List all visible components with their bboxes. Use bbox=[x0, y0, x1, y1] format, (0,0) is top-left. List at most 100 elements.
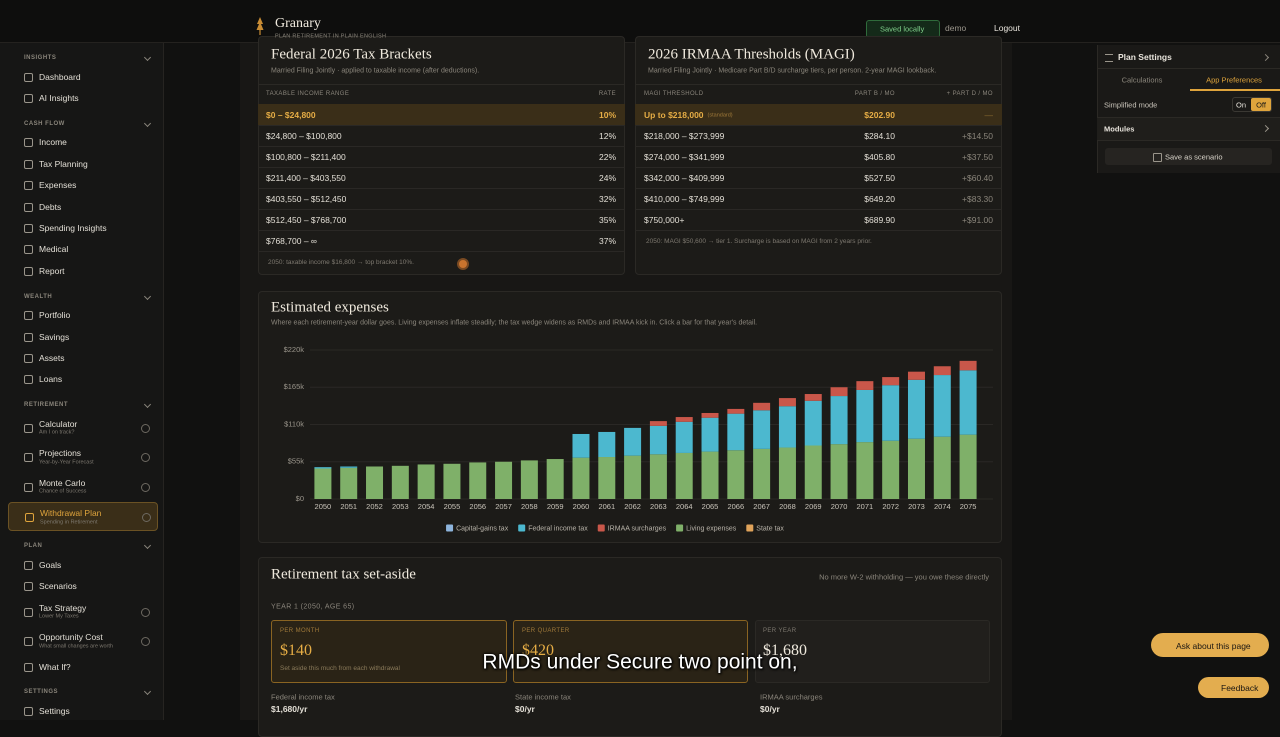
nav-icon bbox=[24, 266, 33, 276]
nav-label[interactable]: Medical bbox=[39, 244, 69, 255]
nav-label[interactable]: Income bbox=[39, 137, 67, 148]
section-title: CASH FLOW bbox=[24, 120, 65, 127]
nav-item[interactable]: Dashboard bbox=[8, 66, 158, 87]
logout[interactable]: Logout bbox=[994, 22, 1020, 33]
tagline: PLAN RETIREMENT IN PLAIN ENGLISH bbox=[275, 33, 387, 40]
nav-label[interactable]: Tax Planning bbox=[39, 158, 88, 169]
year-card bbox=[755, 620, 990, 683]
ask-button[interactable] bbox=[1151, 633, 1269, 657]
row-divider bbox=[635, 208, 1002, 210]
nav-item[interactable]: Debts bbox=[8, 196, 158, 217]
bar-segment bbox=[856, 389, 874, 443]
nav-item[interactable]: Portfolio bbox=[8, 305, 158, 326]
nav-label[interactable]: Goals bbox=[39, 559, 62, 570]
nav-label[interactable]: What If? bbox=[39, 661, 71, 672]
bar-segment bbox=[804, 445, 822, 499]
nav-item[interactable]: Scenarios bbox=[8, 576, 158, 597]
bar-segment bbox=[753, 402, 771, 411]
bar-segment bbox=[701, 417, 719, 452]
nav-label[interactable]: Debts bbox=[39, 201, 62, 212]
nav-item[interactable]: What If? bbox=[8, 656, 158, 677]
legend-swatch bbox=[676, 524, 684, 532]
part-d: +$14.50 bbox=[962, 130, 993, 141]
magi-threshold: $342,000 – $409,999 bbox=[644, 172, 725, 183]
feedback-button[interactable] bbox=[1198, 677, 1269, 698]
amount: $420 bbox=[522, 642, 554, 659]
nav-label[interactable]: Dashboard bbox=[39, 71, 81, 82]
magi-threshold: $750,000+ bbox=[644, 214, 685, 225]
bar-segment bbox=[907, 438, 925, 499]
tax-label: State income tax bbox=[515, 692, 571, 702]
toggle-off-label[interactable]: Off bbox=[1256, 100, 1266, 110]
bar-segment bbox=[753, 448, 771, 499]
nav-label[interactable]: Projections bbox=[39, 448, 82, 459]
amount: $1,680 bbox=[763, 642, 807, 659]
nav-item[interactable]: Settings bbox=[8, 700, 158, 721]
nav-item[interactable]: Report bbox=[8, 260, 158, 281]
nav-label[interactable]: Assets bbox=[39, 352, 65, 363]
nav-label[interactable]: Withdrawal Plan bbox=[40, 508, 102, 519]
nav-label[interactable]: Settings bbox=[39, 705, 70, 716]
nav-item[interactable]: Tax Strategy Lower My Taxes bbox=[8, 597, 158, 627]
toggle-on[interactable]: On bbox=[1235, 100, 1247, 110]
nav-item[interactable]: Monte Carlo Chance of Success bbox=[8, 472, 158, 502]
expenses-card: $0 $55k $110k $165k $220k 2050 2051 2052 2053 205… bbox=[258, 291, 1002, 543]
bar-segment bbox=[598, 457, 616, 499]
section-title: SETTINGS bbox=[24, 689, 59, 696]
nav-item[interactable]: Withdrawal Plan Spending in Retirement bbox=[8, 501, 158, 532]
nav-label[interactable]: Report bbox=[39, 265, 65, 276]
nav-item[interactable]: Loans bbox=[8, 369, 158, 390]
nav-item[interactable]: Spending Insights bbox=[8, 217, 158, 238]
nav-item[interactable]: Opportunity Cost What small changes are w… bbox=[8, 627, 158, 657]
nav-item[interactable]: Goals bbox=[8, 554, 158, 575]
bar-segment bbox=[727, 450, 745, 499]
toggle-off[interactable] bbox=[1251, 98, 1271, 111]
bracket-rate: 35% bbox=[598, 214, 616, 225]
nav-item[interactable]: Tax Planning bbox=[8, 153, 158, 174]
bar-segment bbox=[417, 464, 435, 499]
chevron bbox=[143, 401, 152, 409]
tab[interactable]: Calculations bbox=[1121, 75, 1163, 85]
toggle[interactable] bbox=[1232, 97, 1272, 112]
nav-label[interactable]: Spending Insights bbox=[39, 222, 107, 233]
nav-label[interactable]: Portfolio bbox=[39, 310, 71, 321]
save-button[interactable] bbox=[1105, 148, 1272, 165]
nav-item[interactable]: Projections Year-by-Year Forecast bbox=[8, 443, 158, 473]
nav-label[interactable]: Loans bbox=[39, 374, 63, 385]
save-label[interactable]: Save as scenario bbox=[1165, 152, 1223, 162]
nav-label[interactable]: Expenses bbox=[39, 180, 77, 191]
nav-item[interactable]: Medical bbox=[8, 239, 158, 260]
nav-label[interactable]: Savings bbox=[39, 331, 70, 342]
nav-item[interactable]: Calculator Am I on track? bbox=[8, 413, 158, 443]
modules-row bbox=[1097, 117, 1280, 141]
x-tick-label: 2066 bbox=[727, 502, 744, 511]
row-divider bbox=[635, 187, 1002, 189]
modules[interactable]: Modules bbox=[1104, 123, 1135, 133]
nav-label[interactable]: Monte Carlo bbox=[39, 477, 86, 488]
nav-label[interactable]: Calculator bbox=[39, 418, 78, 429]
x-tick-label: 2058 bbox=[521, 502, 538, 511]
row-divider bbox=[635, 166, 1002, 168]
brand: Granary bbox=[275, 16, 321, 31]
nav-label[interactable]: AI Insights bbox=[39, 92, 79, 103]
nav-icon bbox=[24, 332, 33, 342]
ask-label[interactable]: Ask about this page bbox=[1176, 640, 1251, 651]
nav-item[interactable]: Savings bbox=[8, 326, 158, 347]
nav-label[interactable]: Opportunity Cost bbox=[39, 632, 103, 642]
nav-item[interactable]: AI Insights bbox=[8, 87, 158, 108]
nav-label[interactable]: Scenarios bbox=[39, 581, 77, 592]
bracket-range: $211,400 – $403,550 bbox=[266, 172, 346, 183]
feedback-label[interactable]: Feedback bbox=[1221, 682, 1259, 693]
nav-item[interactable]: Assets bbox=[8, 347, 158, 368]
part-d: +$91.00 bbox=[962, 214, 993, 225]
tab-active[interactable]: App Preferences bbox=[1206, 75, 1262, 85]
bracket-range: $768,700 – ∞ bbox=[266, 235, 317, 246]
nav-item[interactable]: Expenses bbox=[8, 175, 158, 196]
user-name: demo bbox=[945, 22, 967, 33]
quarter-card bbox=[513, 620, 748, 683]
card-title: Federal 2026 Tax Brackets bbox=[271, 46, 432, 63]
nav-icon bbox=[24, 423, 33, 433]
nav-label[interactable]: Tax Strategy bbox=[39, 602, 87, 613]
bracket-rate: 22% bbox=[598, 151, 616, 162]
nav-item[interactable]: Income bbox=[8, 132, 158, 153]
